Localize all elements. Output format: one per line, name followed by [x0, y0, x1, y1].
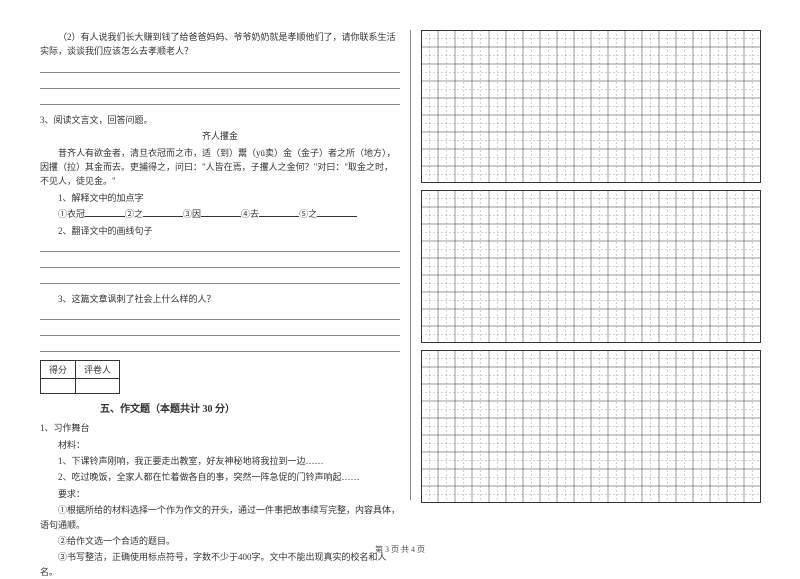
writing-grid-3 — [421, 350, 761, 498]
essay-intro: 1、习作舞台 — [40, 421, 400, 435]
blank — [201, 207, 241, 217]
score-cell-label2: 评卷人 — [76, 361, 120, 379]
answer-line — [40, 61, 400, 73]
blank — [85, 207, 125, 217]
writing-grid-1 — [421, 30, 761, 178]
essay-material-label: 材料： — [40, 438, 400, 452]
answer-line — [40, 308, 400, 320]
answer-lines-q3-2 — [40, 240, 400, 284]
essay-mat1: 1、下课铃声刚响，我正要走出教室，好友神秘地将我拉到一边…… — [40, 454, 400, 468]
blank — [143, 207, 183, 217]
score-cell-label1: 得分 — [41, 361, 76, 379]
left-column: （2）有人说我们长大赚到钱了给爸爸妈妈、爷爷奶奶就是孝顺他们了，请你联系生活实际… — [40, 30, 400, 520]
q3-sub2: 2、翻译文中的画线句子 — [40, 224, 400, 238]
essay-req1: ①根据所给的材料选择一个作为作文的开头，通过一件事把故事续写完整，内容具体，语句… — [40, 503, 400, 532]
blank — [259, 207, 299, 217]
writing-grid-2 — [421, 190, 761, 338]
answer-line — [40, 240, 400, 252]
question-3-title: 齐人攫金 — [40, 129, 400, 143]
score-cell-blank — [76, 379, 120, 394]
answer-line — [40, 93, 400, 105]
column-divider — [410, 30, 411, 500]
question-3-intro: 3、阅读文言文，回答问题。 — [40, 113, 400, 127]
right-column — [421, 30, 761, 520]
answer-line — [40, 272, 400, 284]
answer-lines-q2 — [40, 61, 400, 105]
question-3-passage: 昔齐人有欲金者，清旦衣冠而之市，适（到）鬻（yū卖）金（金子）者之所（地方），因… — [40, 146, 400, 189]
answer-lines-q3-3 — [40, 308, 400, 352]
question-2-text: （2）有人说我们长大赚到钱了给爸爸妈妈、爷爷奶奶就是孝顺他们了，请你联系生活实际… — [40, 30, 400, 59]
essay-mat2: 2、吃过晚饭，全家人都在忙着做各自的事，突然一阵急促的门铃声响起…… — [40, 470, 400, 484]
blank — [317, 207, 357, 217]
score-table: 得分 评卷人 — [40, 360, 120, 394]
score-cell-blank — [41, 379, 76, 394]
q3-sub3: 3、这篇文章讽刺了社会上什么样的人？ — [40, 292, 400, 306]
q3-sub1: 1、解释文中的加点字 — [40, 191, 400, 205]
answer-line — [40, 77, 400, 89]
section-5-title: 五、作文题（本题共计 30 分） — [40, 400, 400, 415]
answer-line — [40, 340, 400, 352]
page-container: （2）有人说我们长大赚到钱了给爸爸妈妈、爷爷奶奶就是孝顺他们了，请你联系生活实际… — [40, 30, 760, 520]
answer-line — [40, 256, 400, 268]
essay-req-label: 要求： — [40, 487, 400, 501]
page-footer: 第 3 页 共 4 页 — [0, 544, 800, 555]
answer-line — [40, 324, 400, 336]
q3-sub1-items: ①衣冠②之③因④去⑤之 — [40, 207, 400, 221]
